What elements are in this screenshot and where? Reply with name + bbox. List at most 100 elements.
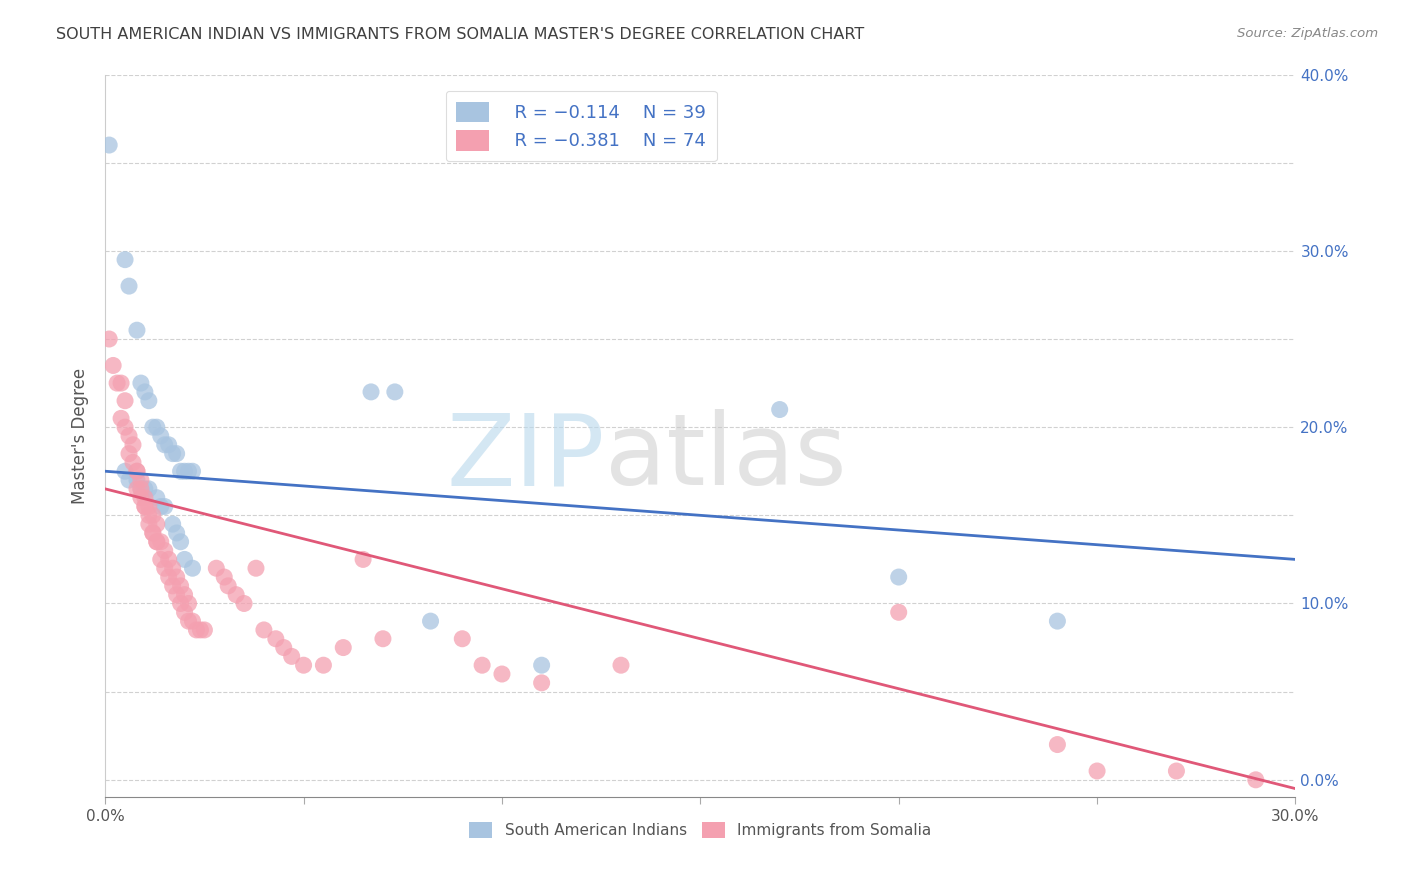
Point [129,473,152,487]
Legend: South American Indians, Immigrants from Somalia: South American Indians, Immigrants from … [463,816,938,844]
Point [138,508,160,523]
Point [129,482,152,496]
Point [138,517,160,532]
Point [491,667,513,681]
Point [217,579,239,593]
Point [98,138,121,153]
Point [157,438,180,452]
Point [142,508,165,523]
Point [134,384,156,399]
Point [471,658,494,673]
Point [332,640,354,655]
Point [1085,764,1108,778]
Point [887,605,910,619]
Point [142,525,165,540]
Point [114,393,136,408]
Point [181,464,204,478]
Point [149,429,172,443]
Point [134,500,156,514]
Point [186,623,208,637]
Point [138,500,160,514]
Point [146,534,169,549]
Point [114,464,136,478]
Point [146,491,169,505]
Point [122,455,145,469]
Point [1166,764,1188,778]
Point [125,464,148,478]
Point [371,632,394,646]
Point [245,561,267,575]
Point [134,500,156,514]
Point [292,658,315,673]
Point [280,649,302,664]
Point [129,376,152,390]
Point [169,597,191,611]
Point [105,376,128,390]
Point [110,411,132,425]
Point [419,614,441,628]
Text: ZIP: ZIP [447,409,605,506]
Point [212,570,235,584]
Point [134,482,156,496]
Point [129,482,152,496]
Text: Source: ZipAtlas.com: Source: ZipAtlas.com [1237,27,1378,40]
Point [157,570,180,584]
Point [451,632,474,646]
Point [181,561,204,575]
Point [98,332,121,346]
Point [153,438,176,452]
Point [173,464,195,478]
Point [193,623,215,637]
Point [114,420,136,434]
Point [273,640,295,655]
Point [169,534,191,549]
Point [146,534,169,549]
Point [118,447,141,461]
Point [125,482,148,496]
Point [118,429,141,443]
Point [360,384,382,399]
Point [264,632,287,646]
Point [190,623,212,637]
Point [146,420,169,434]
Text: atlas: atlas [605,409,846,506]
Point [384,384,406,399]
Point [169,579,191,593]
Point [530,658,553,673]
Point [173,552,195,566]
Point [134,491,156,505]
Point [149,552,172,566]
Point [177,614,200,628]
Point [118,473,141,487]
Point [610,658,633,673]
Point [225,588,247,602]
Point [142,525,165,540]
Point [173,605,195,619]
Point [125,323,148,337]
Point [125,473,148,487]
Point [177,464,200,478]
Point [118,279,141,293]
Point [138,393,160,408]
Point [157,552,180,566]
Point [166,588,188,602]
Point [181,614,204,628]
Point [166,570,188,584]
Point [312,658,335,673]
Point [101,359,124,373]
Point [177,597,200,611]
Point [769,402,792,417]
Point [125,464,148,478]
Point [1046,614,1069,628]
Point [173,588,195,602]
Y-axis label: Master's Degree: Master's Degree [72,368,89,504]
Point [153,543,176,558]
Point [205,561,228,575]
Point [149,500,172,514]
Point [153,500,176,514]
Point [146,517,169,532]
Point [1046,738,1069,752]
Point [530,676,553,690]
Point [129,491,152,505]
Point [142,420,165,434]
